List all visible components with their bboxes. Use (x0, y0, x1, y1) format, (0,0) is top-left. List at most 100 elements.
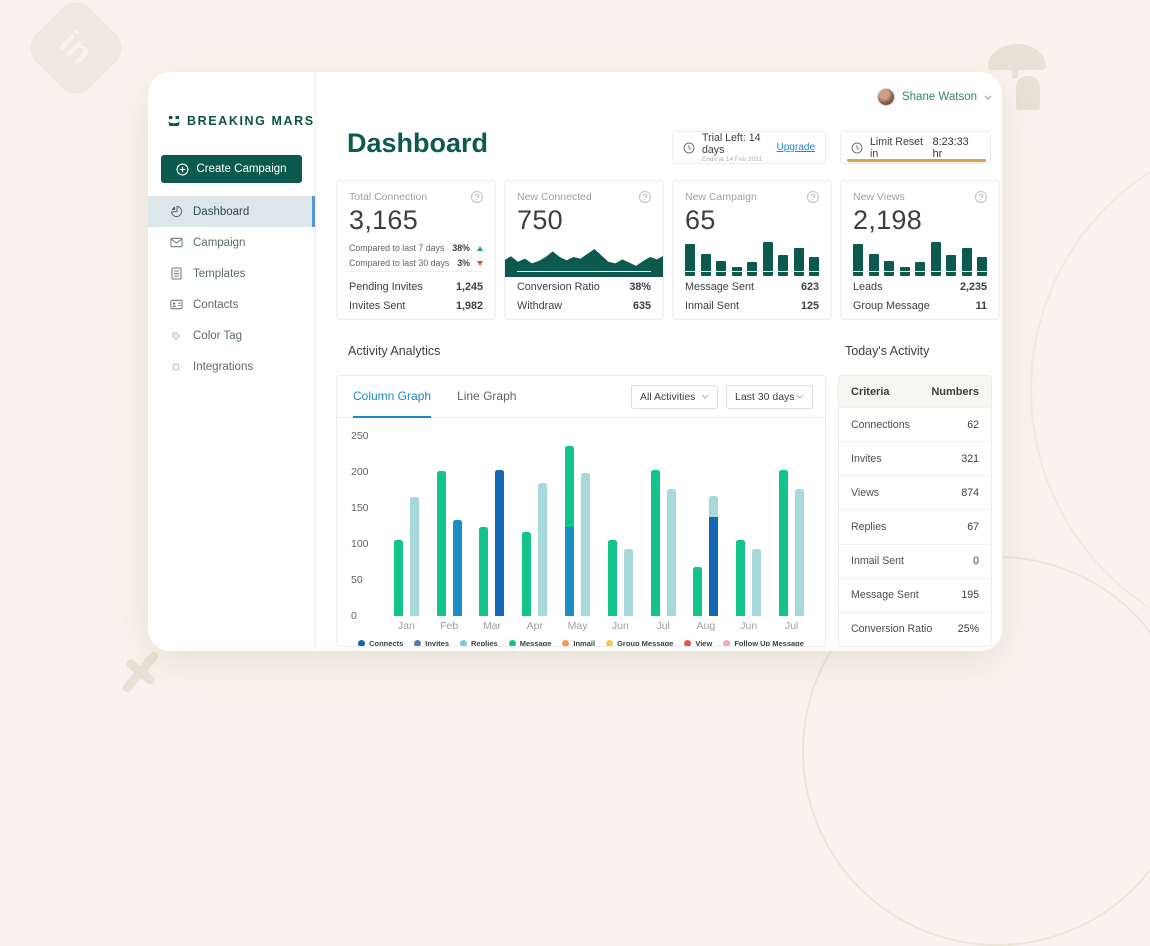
sidebar-item-color-tag[interactable]: Color Tag (148, 320, 315, 351)
row-label: Connections (851, 418, 910, 431)
stat-value: 623 (800, 281, 819, 293)
document-icon (169, 267, 183, 280)
limit-progress-bar (847, 159, 986, 162)
table-row: Message Sent 195 (839, 577, 991, 612)
row-label: Message Sent (851, 589, 919, 602)
stat-card-total-connection: Total Connection ? 3,165 Compared to las… (336, 180, 496, 320)
plug-icon (169, 363, 183, 371)
trial-info-box: Trial Left: 14 days Ends at 14 Feb 2021 … (672, 131, 826, 164)
sidebar-menu: Dashboard Campaign Templates Contacts (148, 196, 315, 382)
card-title: New Views (853, 191, 905, 203)
numbers-header: Numbers (931, 385, 979, 398)
help-icon[interactable]: ? (807, 191, 819, 203)
background-cap-stem (1012, 66, 1018, 78)
create-campaign-button[interactable]: Create Campaign (161, 155, 302, 183)
table-row: Conversion Ratio 25% (839, 611, 991, 646)
row-label: Conversion Ratio (851, 623, 933, 636)
sidebar-item-campaign[interactable]: Campaign (148, 227, 315, 258)
legend-dot (460, 640, 468, 646)
stat-value: 38% (629, 281, 651, 293)
card-value: 65 (685, 205, 716, 235)
brand: BREAKING MARS (148, 72, 315, 128)
sidebar-item-integrations[interactable]: Integrations (148, 351, 315, 382)
table-row: Connections 62 (839, 407, 991, 441)
legend-item: Inmail (562, 639, 595, 646)
help-icon[interactable]: ? (975, 191, 987, 203)
chart-plot: Jan Feb Mar Apr May Jun Jul Aug Jun Jul (385, 430, 813, 632)
contact-card-icon (169, 299, 183, 310)
chevron-down-icon (796, 394, 804, 399)
chevron-down-icon (984, 95, 992, 100)
table-row: Inmail Sent 0 (839, 543, 991, 578)
sidebar-item-label: Contacts (193, 298, 239, 311)
row-value: 195 (961, 589, 979, 602)
tab-column-graph[interactable]: Column Graph (353, 376, 432, 418)
stat-label: Conversion Ratio (517, 281, 600, 293)
stat-label: Invites Sent (349, 300, 406, 312)
legend-dot (358, 640, 366, 646)
stat-label: Withdraw (517, 300, 562, 312)
row-value: 67 (967, 520, 979, 533)
sidebar-item-label: Templates (193, 267, 246, 280)
help-icon[interactable]: ? (639, 191, 651, 203)
row-value: 321 (961, 452, 979, 465)
card-stat-row: Inmail Sent 125 (685, 293, 819, 312)
legend-item: Invites (414, 639, 449, 646)
card-title: Total Connection (349, 191, 428, 203)
avatar (876, 88, 895, 106)
card-stat-row: Pending Invites 1,245 (349, 274, 483, 293)
row-value: 0 (973, 555, 979, 568)
sidebar-item-label: Color Tag (193, 329, 243, 342)
chart-tabbar: Column Graph Line Graph All Activities L… (337, 376, 825, 418)
stat-label: Group Message (853, 300, 930, 312)
row-value: 874 (961, 486, 979, 499)
tag-icon (169, 331, 183, 340)
create-campaign-label: Create Campaign (196, 163, 287, 175)
legend-dot (562, 640, 570, 646)
background-pill-shape (1016, 76, 1040, 110)
card-stat-row: Group Message 11 (853, 293, 987, 312)
column-chart: 250 200 150 100 50 0 Jan Feb Mar Apr May Jun Jul Aug… (337, 418, 825, 632)
sidebar-item-dashboard[interactable]: Dashboard (148, 196, 315, 227)
chart-legend: Connects Invites Replies Message Inmail Group… (337, 639, 825, 646)
chevron-down-icon (701, 394, 709, 399)
background-wrench-shape (112, 645, 166, 699)
table-header: Criteria Numbers (839, 376, 991, 407)
table-row: Replies 67 (839, 509, 991, 543)
legend-dot (723, 640, 731, 646)
sidebar-item-templates[interactable]: Templates (148, 258, 315, 289)
legend-dot (684, 640, 692, 646)
help-icon[interactable]: ? (471, 191, 483, 203)
app-window: BREAKING MARS Create Campaign Dashboard … (148, 72, 1002, 651)
clock-icon (851, 142, 863, 154)
legend-dot (414, 640, 422, 646)
row-label: Inmail Sent (851, 555, 904, 568)
row-value: 25% (957, 623, 979, 636)
stat-value: 125 (800, 300, 819, 312)
sidebar-item-label: Campaign (193, 236, 246, 249)
background-linkedin-watermark: in (22, 0, 130, 102)
stat-card-new-connected: New Connected ? 750 Conversion Ratio 38% … (504, 180, 664, 320)
clock-icon (683, 142, 695, 154)
tab-line-graph[interactable]: Line Graph (457, 388, 517, 403)
card-value: 750 (517, 205, 563, 235)
stat-cards-row: Total Connection ? 3,165 Compared to las… (336, 180, 1000, 320)
sidebar-item-label: Dashboard (193, 205, 250, 218)
sidebar-item-contacts[interactable]: Contacts (148, 289, 315, 320)
spark-polygon (505, 249, 663, 277)
date-range-dropdown[interactable]: Last 30 days (726, 384, 813, 409)
user-menu[interactable]: Shane Watson (876, 88, 992, 106)
trial-left-label: Trial Left: 14 days (702, 132, 761, 156)
row-value: 62 (967, 418, 979, 431)
upgrade-link[interactable]: Upgrade (776, 142, 815, 153)
activity-analytics-title: Activity Analytics (348, 344, 441, 358)
legend-item: Message (508, 639, 551, 646)
row-label: Views (851, 486, 880, 499)
stat-value: 2,235 (959, 281, 987, 293)
compare-value: 38% (452, 243, 470, 253)
all-activities-dropdown[interactable]: All Activities (631, 384, 718, 409)
card-value: 3,165 (349, 205, 419, 235)
table-row: Invites 321 (839, 441, 991, 475)
compare-row-30-days: Compared to last 30 days 3% (349, 258, 483, 268)
mini-bar-chart (853, 236, 987, 276)
